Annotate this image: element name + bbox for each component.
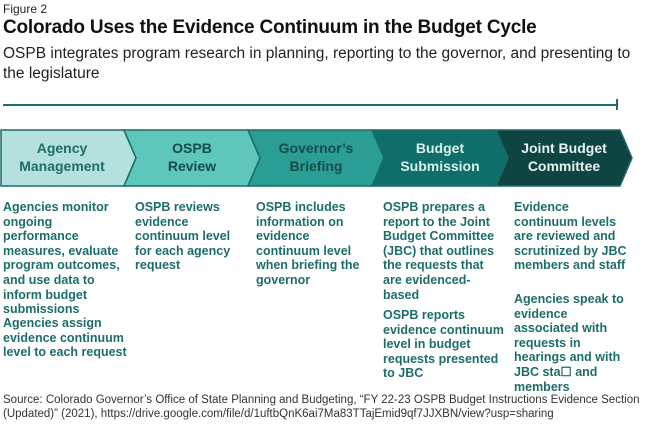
figure-label: Figure 2	[3, 2, 48, 16]
stage-label-line: Agency	[36, 140, 88, 156]
stage-label-line: Management	[19, 158, 105, 174]
figure-subtitle: OSPB integrates program research in plan…	[3, 45, 631, 82]
stage-note: OSPB includes information on evidence co…	[256, 200, 360, 287]
stage-note: Agencies monitor ongoing performance mea…	[3, 200, 120, 317]
stage-label-line: Review	[167, 158, 217, 174]
stage-note: Evidence continuum levels are reviewed a…	[514, 200, 627, 273]
source-note: Source: Colorado Governor’s Office of St…	[3, 394, 640, 420]
stage-note: OSPB prepares a report to the Joint Budg…	[383, 200, 495, 302]
process-chevrons	[0, 129, 633, 187]
stage-label-line: Budget	[415, 140, 465, 156]
stage-label-line: Governor’s	[278, 140, 354, 156]
stage-label-line: Submission	[400, 158, 480, 174]
stage-label-line: Briefing	[289, 158, 343, 174]
chevron-stage-5	[494, 129, 633, 187]
stage-label: Joint Budget Committee	[502, 139, 626, 175]
stage-note: OSPB reviews evidence continuum level fo…	[135, 200, 231, 273]
stage-note: OSPB reports evidence continuum level in…	[383, 308, 504, 381]
figure-title: Colorado Uses the Evidence Continuum in …	[3, 17, 537, 38]
stage-note: Agencies speak to evidence associated wi…	[514, 292, 624, 394]
stage-note: Agencies assign evidence continuum level…	[3, 316, 127, 360]
stage-label-line: OSPB	[172, 140, 212, 156]
stage-label: Agency Management	[0, 139, 124, 175]
divider-line	[3, 104, 617, 106]
stage-label: Governor’s Briefing	[254, 139, 378, 175]
stage-label-line: Committee	[527, 158, 601, 174]
divider-end-tick	[616, 99, 618, 110]
stage-label: Budget Submission	[378, 139, 502, 175]
stage-label-line: Joint Budget	[521, 140, 607, 156]
stage-label: OSPB Review	[130, 139, 254, 175]
